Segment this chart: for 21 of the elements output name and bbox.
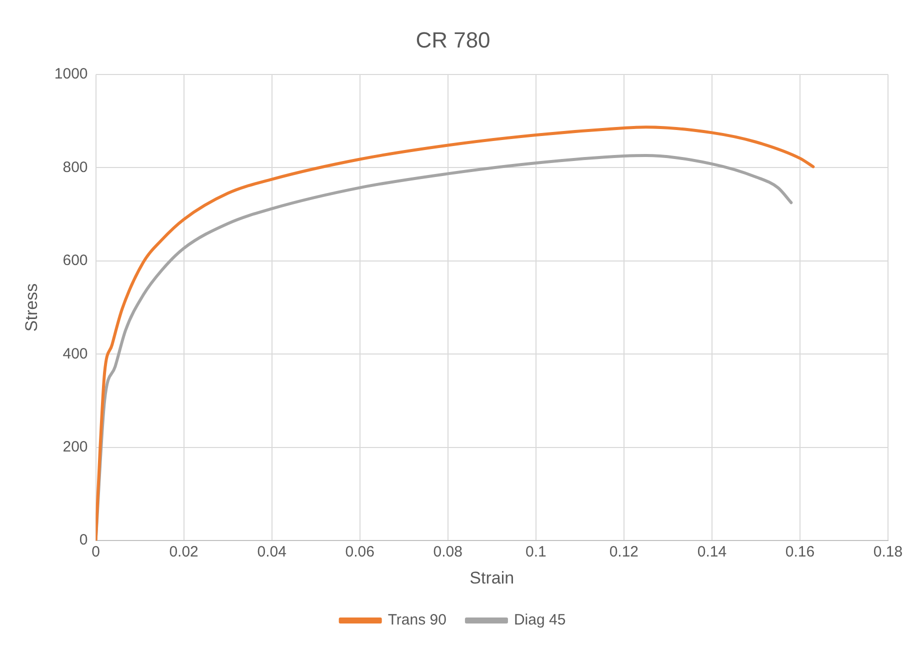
x-tick-label: 0.04 xyxy=(257,544,286,561)
x-tick-label: 0.14 xyxy=(697,544,727,561)
y-tick-label: 0 xyxy=(79,532,88,549)
y-axis-title: Stress xyxy=(22,283,41,332)
chart-title: CR 780 xyxy=(416,27,490,52)
legend-label: Diag 45 xyxy=(514,612,566,629)
y-tick-label: 200 xyxy=(62,438,88,456)
x-tick-label: 0.08 xyxy=(433,544,462,561)
y-tick-label: 800 xyxy=(62,158,88,176)
x-axis-title: Strain xyxy=(470,568,514,588)
y-tick-label: 600 xyxy=(62,252,88,270)
x-tick-label: 0.02 xyxy=(169,544,198,561)
x-tick-label: 0.1 xyxy=(525,544,546,561)
x-tick-label: 0.18 xyxy=(873,544,903,561)
x-tick-label: 0 xyxy=(92,544,100,561)
x-tick-label: 0.12 xyxy=(609,544,639,561)
x-tick-label: 0.06 xyxy=(345,544,374,561)
y-tick-label: 400 xyxy=(62,345,88,362)
legend-label: Trans 90 xyxy=(388,612,446,629)
x-tick-label: 0.16 xyxy=(785,544,815,561)
y-tick-label: 1000 xyxy=(54,66,88,83)
